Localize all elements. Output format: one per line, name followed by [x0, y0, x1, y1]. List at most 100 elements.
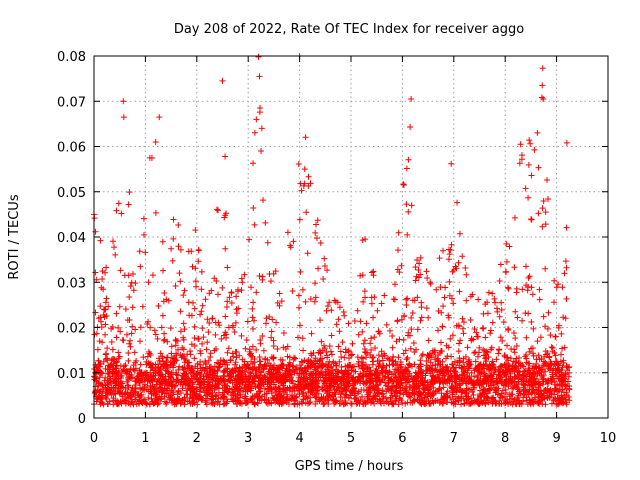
data-point	[186, 395, 193, 402]
data-point	[482, 301, 489, 308]
data-point	[208, 385, 215, 392]
data-point	[504, 354, 511, 361]
data-point	[378, 300, 385, 307]
data-point	[414, 256, 421, 263]
data-point	[311, 298, 318, 305]
data-point	[398, 262, 405, 269]
data-point	[414, 372, 421, 379]
data-point	[465, 364, 472, 371]
data-point	[197, 311, 204, 318]
data-point	[355, 397, 362, 404]
data-point	[418, 352, 425, 359]
data-point	[403, 165, 410, 172]
data-point	[110, 238, 117, 245]
data-point	[295, 292, 302, 299]
data-point	[198, 286, 205, 293]
data-point	[113, 374, 120, 381]
data-point	[334, 381, 341, 388]
data-point	[246, 351, 253, 358]
data-point	[522, 310, 529, 317]
data-point	[398, 316, 405, 323]
data-point	[300, 389, 307, 396]
data-point	[354, 354, 361, 361]
data-point	[223, 303, 230, 310]
data-point	[197, 350, 204, 357]
data-point	[194, 365, 201, 372]
data-point	[296, 370, 303, 377]
data-point	[484, 349, 491, 356]
data-point	[168, 397, 175, 404]
data-point	[363, 320, 370, 327]
data-point	[236, 364, 243, 371]
data-point	[389, 401, 396, 408]
data-point	[343, 386, 350, 393]
data-point	[360, 298, 367, 305]
data-point	[482, 373, 489, 380]
data-point	[257, 336, 264, 343]
data-point	[363, 378, 370, 385]
data-point	[163, 358, 170, 365]
data-point	[535, 210, 542, 217]
data-point	[385, 400, 392, 407]
data-point	[130, 270, 137, 277]
data-point	[417, 390, 424, 397]
data-point	[391, 389, 398, 396]
data-point	[97, 363, 104, 370]
data-point	[526, 386, 533, 393]
data-point	[261, 362, 268, 369]
data-point	[198, 308, 205, 315]
data-point	[559, 386, 566, 393]
data-point	[269, 316, 276, 323]
data-point	[394, 266, 401, 273]
data-point	[328, 351, 335, 358]
data-point	[227, 356, 234, 363]
data-point	[511, 346, 518, 353]
data-point	[489, 377, 496, 384]
data-point	[539, 205, 546, 212]
data-point	[408, 202, 415, 209]
data-point	[351, 385, 358, 392]
data-point	[441, 373, 448, 380]
data-point	[361, 288, 368, 295]
data-point	[332, 398, 339, 405]
data-point	[389, 382, 396, 389]
data-point	[291, 369, 298, 376]
data-point	[458, 401, 465, 408]
data-point	[151, 400, 158, 407]
data-point	[417, 399, 424, 406]
data-point	[97, 370, 104, 377]
data-point	[448, 295, 455, 302]
data-point	[512, 373, 519, 380]
data-point	[508, 366, 515, 373]
data-point	[136, 367, 143, 374]
data-point	[207, 386, 214, 393]
data-point	[211, 275, 218, 282]
data-point	[113, 310, 120, 317]
data-point	[299, 359, 306, 366]
data-point	[302, 368, 309, 375]
data-point	[168, 343, 175, 350]
data-point	[499, 387, 506, 394]
data-point	[110, 360, 117, 367]
data-point	[200, 364, 207, 371]
data-point	[272, 374, 279, 381]
data-point	[503, 268, 510, 275]
data-point	[270, 342, 277, 349]
data-point	[109, 346, 116, 353]
data-point	[332, 360, 339, 367]
data-point	[102, 321, 109, 328]
data-point	[323, 307, 330, 314]
data-point	[184, 365, 191, 372]
data-point	[158, 393, 165, 400]
data-point	[494, 380, 501, 387]
data-point	[549, 378, 556, 385]
data-point	[560, 359, 567, 366]
data-point	[323, 397, 330, 404]
data-point	[129, 323, 136, 330]
data-point	[156, 114, 163, 121]
data-point	[218, 335, 225, 342]
data-point	[145, 394, 152, 401]
data-point	[278, 298, 285, 305]
data-point	[128, 393, 135, 400]
data-point	[180, 377, 187, 384]
